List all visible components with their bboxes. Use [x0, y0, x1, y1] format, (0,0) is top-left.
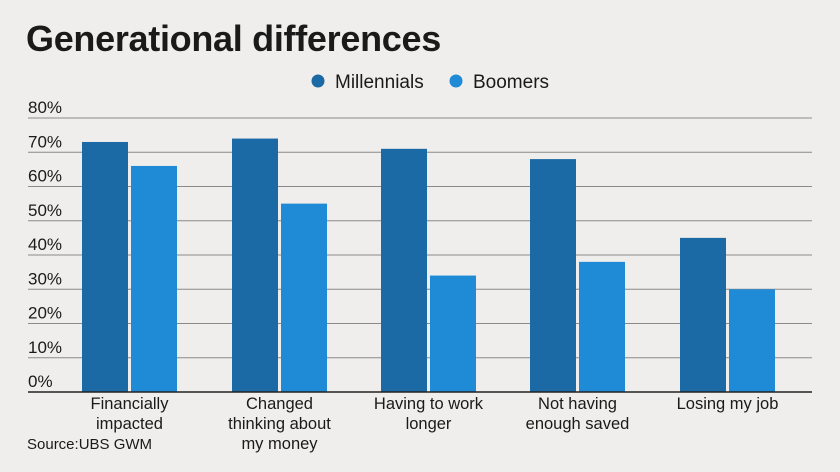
x-tick-label: Financially	[91, 395, 170, 413]
y-tick-label: 70%	[28, 132, 62, 151]
legend-marker	[449, 74, 463, 88]
bar	[131, 165, 177, 392]
bar	[281, 203, 327, 392]
source-note: Source:UBS GWM	[27, 436, 153, 453]
x-tick-label: Changed	[246, 395, 313, 413]
y-tick-label: 20%	[28, 304, 62, 323]
x-tick-label: thinking about	[228, 415, 331, 433]
y-tick-label: 10%	[28, 338, 62, 357]
bar	[680, 237, 726, 392]
bar	[430, 275, 476, 392]
y-tick-label: 0%	[28, 372, 53, 391]
bar	[82, 141, 128, 392]
y-tick-label: 30%	[28, 269, 62, 288]
bar	[232, 138, 278, 392]
bar	[530, 159, 576, 392]
y-tick-label: 40%	[28, 235, 62, 254]
legend-label: Boomers	[473, 72, 549, 93]
x-tick-label: my money	[241, 435, 318, 453]
x-tick-label: Losing my job	[677, 395, 779, 413]
bar	[579, 261, 625, 392]
x-tick-label: longer	[406, 415, 452, 433]
bar	[729, 289, 775, 392]
legend-marker	[311, 74, 325, 88]
y-tick-label: 60%	[28, 167, 62, 186]
y-tick-label: 80%	[28, 98, 62, 117]
bar	[381, 148, 427, 392]
x-tick-label: enough saved	[526, 415, 630, 433]
chart-title: Generational differences	[26, 18, 441, 59]
y-tick-label: 50%	[28, 201, 62, 220]
x-tick-label: Having to work	[374, 395, 484, 413]
x-tick-label: impacted	[96, 415, 163, 433]
x-tick-label: Not having	[538, 395, 617, 413]
legend-label: Millennials	[335, 72, 424, 93]
